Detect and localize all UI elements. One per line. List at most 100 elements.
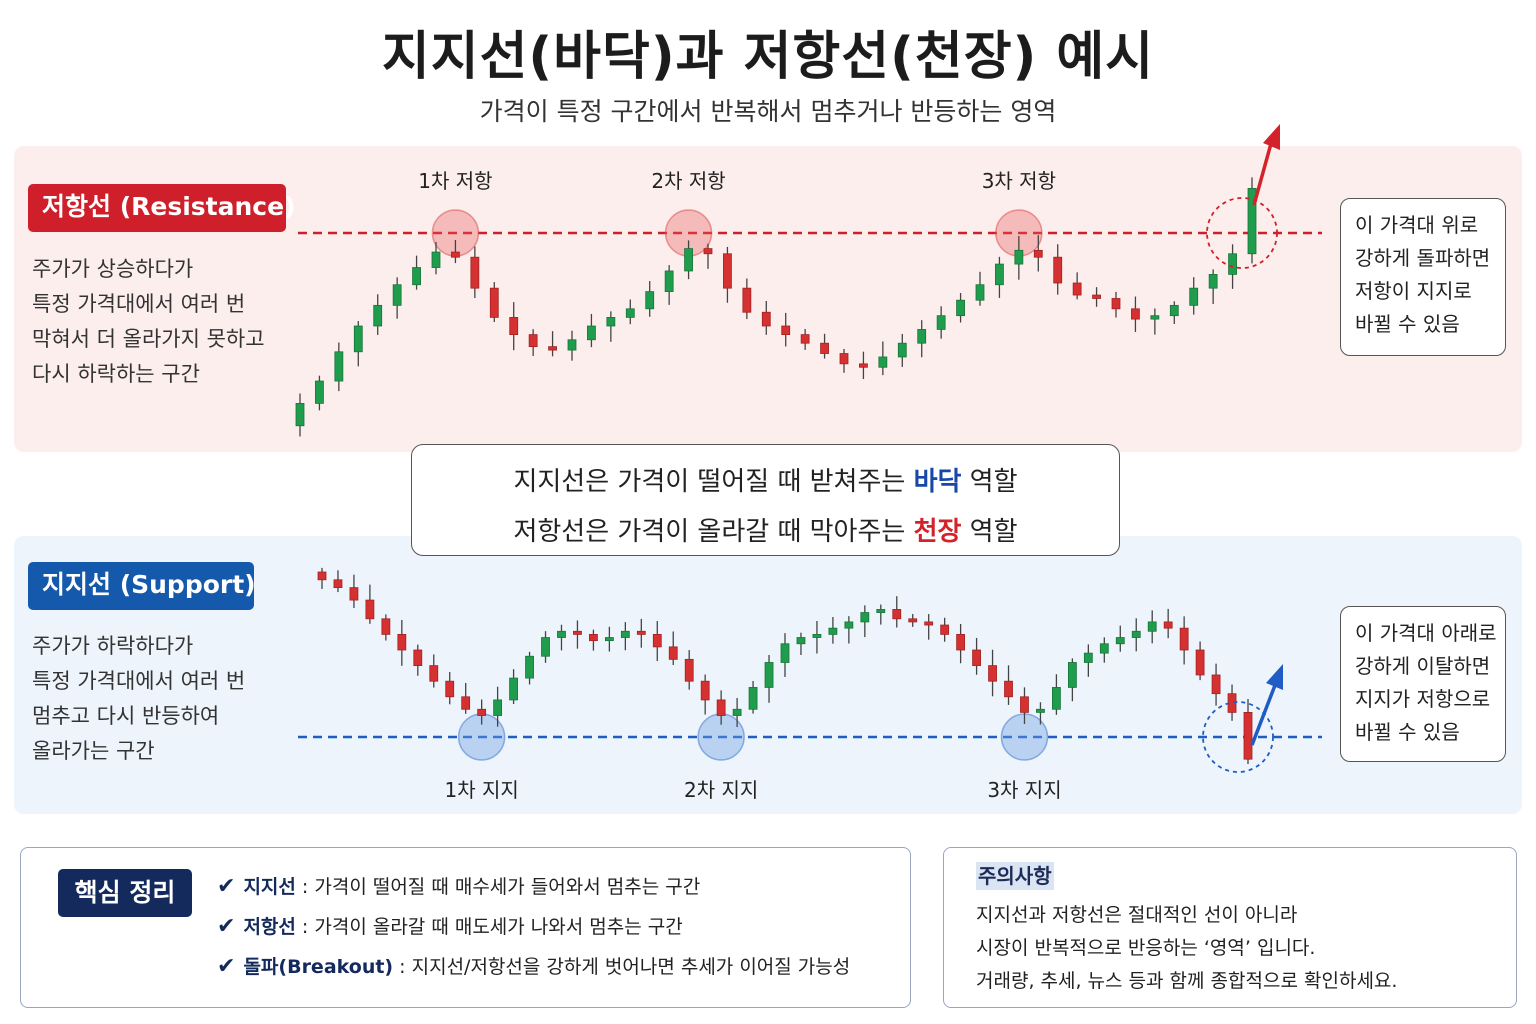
candle-up <box>392 284 402 306</box>
caution-line: 시장이 반복적으로 반응하는 ‘영역’ 입니다. <box>976 937 1316 959</box>
candle-up <box>956 299 965 317</box>
resistance-note-line: 바뀔 수 있음 <box>1355 312 1460 336</box>
candle-up <box>1115 637 1125 645</box>
candle-down <box>1195 649 1205 676</box>
candle-up <box>1052 687 1061 710</box>
candle-down <box>1092 294 1101 299</box>
candle-up <box>1131 630 1141 638</box>
candle-up <box>1036 708 1045 713</box>
candle-down <box>716 699 726 716</box>
candle-up <box>1169 304 1179 317</box>
candle-up <box>664 270 674 292</box>
candle-down <box>461 696 471 710</box>
candle-down <box>573 630 582 635</box>
candle-down <box>761 311 771 327</box>
candle-up <box>567 339 577 351</box>
key-message-box: 지지선은 가격이 떨어질 때 받쳐주는 바닥 역할 저항선은 가격이 올라갈 때… <box>411 444 1120 556</box>
candle-down <box>700 680 710 701</box>
candle-down <box>668 646 678 660</box>
support-desc-line: 주가가 하락하다가 <box>32 634 194 658</box>
candle-down <box>477 708 487 716</box>
rebound-arrow-icon <box>1250 679 1279 746</box>
candle-up <box>936 315 946 330</box>
candle-up <box>541 637 550 657</box>
resistance-role-suffix: 역할 <box>961 517 1018 547</box>
resistance-note-line: 이 가격대 위로 <box>1355 213 1479 237</box>
candle-up <box>796 637 806 645</box>
candle-down <box>1033 249 1043 258</box>
resistance-note-line: 저항이 지지로 <box>1355 279 1472 303</box>
candle-down <box>1004 680 1013 698</box>
summary-key: 지지선 <box>243 876 296 898</box>
candle-down <box>429 665 439 682</box>
candle-down <box>1111 298 1121 310</box>
candle-up <box>812 634 822 638</box>
candle-down <box>684 658 694 682</box>
candle-up <box>493 699 503 716</box>
candle-down <box>652 634 662 648</box>
candle-up <box>917 329 927 344</box>
candle-up <box>1150 315 1160 320</box>
candle-up <box>1228 253 1237 275</box>
candle-down <box>1072 282 1082 296</box>
support-role-keyword: 바닥 <box>913 467 962 497</box>
candle-down <box>509 316 519 335</box>
candle-down <box>397 634 407 651</box>
support-touch-label: 2차 지지 <box>684 778 758 802</box>
candle-up <box>1247 187 1257 255</box>
candle-down <box>940 624 950 635</box>
candle-down <box>839 353 849 365</box>
candle-down <box>800 334 810 344</box>
candle-up <box>1083 652 1093 663</box>
candle-up <box>878 356 888 368</box>
candle-up <box>1067 662 1077 688</box>
candle-down <box>1243 712 1253 760</box>
check-icon: ✔ <box>217 874 236 899</box>
caution-line: 거래량, 추세, 뉴스 등과 함께 종합적으로 확인하세요. <box>976 970 1398 992</box>
resistance-desc-line: 특정 가격대에서 여러 번 <box>32 292 246 316</box>
candle-down <box>451 251 460 258</box>
candle-up <box>828 627 838 635</box>
support-role-text: 지지선은 가격이 떨어질 때 받쳐주는 <box>513 467 914 497</box>
caution-line: 지지선과 저항선은 절대적인 선이 아니라 <box>976 904 1298 926</box>
support-note-line: 바뀔 수 있음 <box>1355 720 1460 744</box>
resistance-description: 주가가 상승하다가 특정 가격대에서 여러 번 막혀서 더 올라가지 못하고 다… <box>32 252 265 392</box>
candle-down <box>333 579 343 588</box>
candle-up <box>645 291 655 310</box>
candle-down <box>589 634 598 642</box>
caution-card: 주의사항 지지선과 저항선은 절대적인 선이 아니라 시장이 반복적으로 반응하… <box>943 847 1517 1008</box>
support-note-box: 이 가격대 아래로 강하게 이탈하면 지지가 저항으로 바뀔 수 있음 <box>1340 606 1506 762</box>
summary-badge: 핵심 정리 <box>58 869 192 917</box>
candle-down <box>1131 308 1140 320</box>
summary-item: ✔ 지지선 : 가격이 떨어질 때 매수세가 들어와서 멈추는 구간 <box>217 872 700 899</box>
page-title: 지지선(바닥)과 저항선(천장) 예시 <box>381 27 1155 87</box>
candle-down <box>317 571 327 581</box>
candle-up <box>975 284 985 301</box>
candle-up <box>525 655 534 679</box>
summary-item: ✔ 저항선 : 가격이 올라갈 때 매도세가 나와서 멈추는 구간 <box>217 912 683 939</box>
breakdown-marker <box>1202 701 1274 773</box>
candle-down <box>470 256 480 289</box>
resistance-touch-label: 1차 저항 <box>418 169 492 193</box>
candle-up <box>684 248 693 272</box>
support-touch-label: 3차 지지 <box>987 778 1061 802</box>
summary-text: : 지지선/저항선을 강하게 벗어나면 추세가 이어질 가능성 <box>393 956 851 978</box>
candle-down <box>548 346 557 351</box>
check-icon: ✔ <box>217 914 236 939</box>
candle-up <box>860 612 870 623</box>
candle-up <box>625 308 635 318</box>
candle-down <box>1179 627 1189 651</box>
candle-down <box>924 621 934 626</box>
candle-down <box>413 649 423 667</box>
candle-down <box>489 287 499 318</box>
summary-key: 저항선 <box>243 916 296 938</box>
candle-down <box>972 649 981 667</box>
candle-down <box>956 634 966 651</box>
candle-down <box>781 325 791 336</box>
check-icon: ✔ <box>217 954 236 979</box>
candle-down <box>528 334 538 348</box>
resistance-role-text: 저항선은 가격이 올라갈 때 막아주는 <box>513 517 914 547</box>
summary-text: : 가격이 떨어질 때 매수세가 들어와서 멈추는 구간 <box>295 876 701 898</box>
candle-up <box>587 325 596 341</box>
candle-up <box>1208 273 1218 289</box>
